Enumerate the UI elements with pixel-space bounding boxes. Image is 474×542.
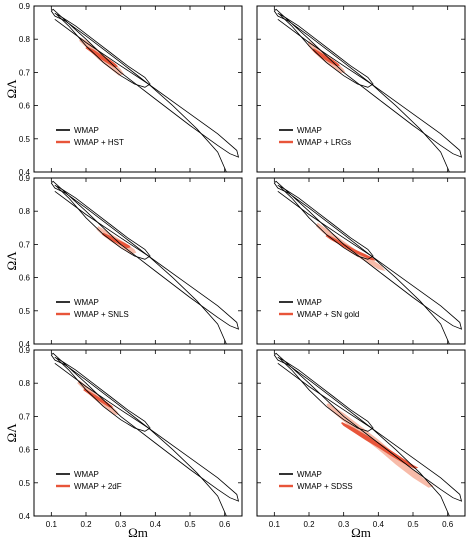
legend-label-wmap: WMAP: [74, 470, 99, 479]
wmap-contour-outer: [50, 180, 240, 330]
x-tick-label: 0.2: [80, 520, 92, 529]
wmap-contour-outer: [50, 352, 240, 502]
panel-frame: [33, 177, 243, 345]
legend-label-combined: WMAP + SNLS: [74, 310, 129, 319]
panel-plot-area: [273, 352, 463, 516]
y-tick-label: 0.6: [19, 102, 31, 111]
y-tick-label: 0.8: [19, 207, 31, 216]
y-axis-label: ΩΛ: [4, 251, 19, 271]
x-tick-label: 0.2: [303, 520, 315, 529]
x-tick-label: 0.4: [150, 520, 162, 529]
wmap-contour-inner: [277, 12, 374, 88]
wmap-degeneracy-line: [277, 18, 450, 172]
x-tick-label: 0.6: [219, 520, 231, 529]
y-tick-label: 0.7: [19, 68, 31, 77]
panel-plot-area: [273, 8, 463, 172]
y-tick-label: 0.9: [19, 174, 31, 183]
y-axis-label: ΩΛ: [4, 423, 19, 443]
wmap-contour-outer: [273, 352, 463, 502]
panel-3: 0.4 0.5 0.6 0.7 0.8 0.9 WMAP WMAP + SNLS ΩΛ: [4, 174, 243, 349]
y-tick-label: 0.7: [19, 240, 31, 249]
combined-region-core: [83, 388, 114, 408]
panel-frame: [256, 177, 466, 345]
wmap-degeneracy-line: [277, 362, 450, 516]
legend-label-wmap: WMAP: [297, 298, 322, 307]
panel-6: 0.1 0.2 0.3 0.4 0.5 0.6 WMAP WMAP + SDSS Ωm: [256, 349, 466, 540]
wmap-degeneracy-line: [54, 18, 227, 172]
y-tick-label: 0.5: [19, 135, 31, 144]
y-tick-label: 0.8: [19, 379, 31, 388]
x-tick-label: 0.3: [115, 520, 127, 529]
legend-label-combined: WMAP + HST: [74, 138, 124, 147]
panel-1: 0.4 0.5 0.6 0.7 0.8 0.9 WMAP WMAP + HST ΩΛ: [4, 2, 243, 177]
panel-4: WMAP WMAP + SN gold: [256, 177, 466, 345]
wmap-degeneracy-line: [54, 190, 227, 344]
wmap-contour-outer: [273, 8, 463, 158]
x-tick-label: 0.4: [373, 520, 385, 529]
legend-label-wmap: WMAP: [297, 126, 322, 135]
legend-label-wmap: WMAP: [74, 126, 99, 135]
y-tick-label: 0.8: [19, 35, 31, 44]
wmap-contour-outer: [273, 180, 463, 330]
panel-frame: [33, 349, 243, 517]
x-tick-label: 0.6: [442, 520, 454, 529]
wmap-contour-outer: [50, 8, 240, 158]
x-tick-label: 0.1: [269, 520, 281, 529]
y-tick-label: 0.9: [19, 2, 31, 11]
combined-region-core: [312, 48, 340, 67]
x-tick-label: 0.5: [184, 520, 196, 529]
wmap-contour-inner: [277, 184, 374, 260]
panel-5: 0.1 0.2 0.3 0.4 0.5 0.6 0.4 0.5 0.6 0.7 0.8 0.9 WMAP…: [4, 346, 243, 540]
y-tick-label: 0.6: [19, 274, 31, 283]
x-tick-label: 0.1: [46, 520, 58, 529]
x-axis-label: Ωm: [351, 525, 371, 540]
wmap-contour-inner: [54, 184, 151, 260]
panel-plot-area: [50, 180, 240, 344]
y-tick-label: 0.5: [19, 479, 31, 488]
y-tick-label: 0.4: [19, 340, 31, 349]
panel-plot-area: [273, 180, 463, 344]
legend-label-wmap: WMAP: [74, 298, 99, 307]
wmap-contour-inner: [54, 12, 151, 88]
y-tick-label: 0.4: [19, 512, 31, 521]
legend-label-combined: WMAP + LRGs: [297, 138, 351, 147]
panel-plot-area: [50, 352, 240, 516]
y-tick-label: 0.5: [19, 307, 31, 316]
panel-frame: [256, 349, 466, 517]
combined-region-core: [341, 422, 419, 469]
legend-label-combined: WMAP + SDSS: [297, 482, 353, 491]
wmap-degeneracy-line: [277, 190, 450, 344]
y-tick-label: 0.9: [19, 346, 31, 355]
legend-label-combined: WMAP + 2dF: [74, 482, 122, 491]
legend-label-combined: WMAP + SN gold: [297, 310, 359, 319]
panel-frame: [256, 5, 466, 173]
panel-plot-area: [50, 8, 240, 172]
combined-region-outer: [315, 222, 386, 271]
x-tick-label: 0.5: [407, 520, 419, 529]
panel-2: WMAP WMAP + LRGs: [256, 5, 466, 173]
legend-label-wmap: WMAP: [297, 470, 322, 479]
y-tick-label: 0.7: [19, 412, 31, 421]
x-axis-label: Ωm: [128, 525, 148, 540]
y-tick-label: 0.4: [19, 168, 31, 177]
panel-frame: [33, 5, 243, 173]
wmap-contour-inner: [277, 356, 374, 432]
combined-region-core: [325, 234, 376, 261]
wmap-contour-inner: [54, 356, 151, 432]
y-axis-label: ΩΛ: [4, 79, 19, 99]
y-tick-label: 0.6: [19, 446, 31, 455]
x-tick-label: 0.3: [338, 520, 350, 529]
wmap-degeneracy-line: [54, 362, 227, 516]
